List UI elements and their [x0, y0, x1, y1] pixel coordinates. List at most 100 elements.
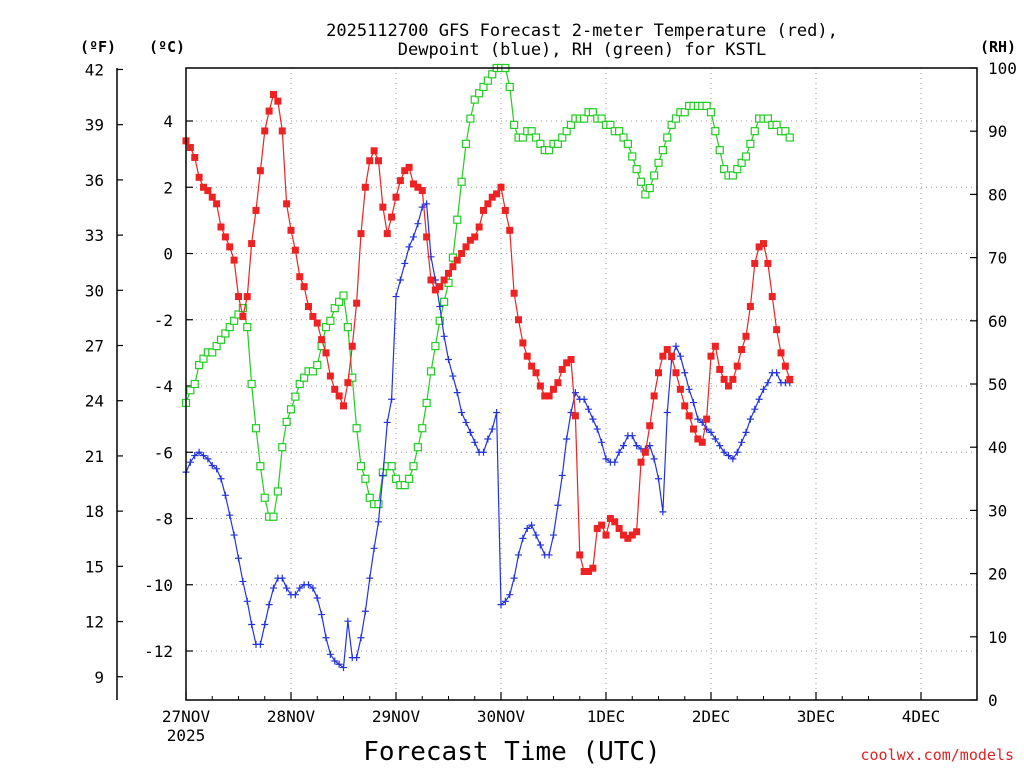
temperature-point	[322, 349, 330, 357]
rh-point	[671, 114, 681, 123]
temperature-point	[589, 564, 597, 572]
dewpoint-point	[598, 438, 606, 446]
dewpoint-point	[550, 531, 557, 539]
temperature-point	[641, 448, 649, 456]
dewpoint-point	[488, 425, 496, 433]
fahrenheit-tick-label: 39	[85, 116, 104, 135]
temperature-point	[401, 167, 409, 175]
dewpoint-point	[291, 591, 299, 599]
dewpoint-point	[484, 435, 492, 443]
rh-point	[650, 171, 659, 180]
rh-tick-label: 100	[988, 59, 1017, 78]
dewpoint-point	[659, 508, 667, 516]
temperature-point	[672, 369, 680, 377]
dewpoint-point	[370, 544, 378, 552]
dewpoint-point	[186, 458, 194, 466]
series-dewpoint	[182, 200, 794, 672]
temperature-point	[646, 422, 654, 430]
dewpoint-point	[532, 531, 540, 539]
rh-point	[365, 493, 374, 502]
dewpoint-point	[545, 551, 553, 559]
temperature-point	[523, 352, 531, 360]
rh-point	[374, 499, 383, 509]
rh-point	[391, 474, 401, 483]
temperature-point	[602, 531, 610, 539]
rh-tick-label: 50	[988, 375, 1007, 394]
rh-point	[728, 171, 737, 180]
dewpoint-point	[558, 471, 566, 479]
rh-point	[737, 158, 746, 167]
x-tick-label: 29NOV	[372, 707, 421, 726]
dewpoint-point	[633, 442, 641, 450]
rh-point	[702, 101, 711, 111]
rh-point	[208, 348, 217, 357]
dewpoint-point	[685, 385, 693, 393]
series-temperature	[182, 91, 794, 575]
rh-point	[750, 127, 759, 136]
dewpoint-point	[523, 524, 531, 532]
temperature-point	[606, 515, 614, 522]
rh-point	[247, 379, 256, 389]
celsius-tick-label: -4	[154, 377, 173, 396]
temperature-point	[532, 369, 540, 377]
temperature-point	[506, 226, 514, 234]
series-layer	[181, 63, 794, 672]
temperature-point	[436, 283, 444, 291]
dewpoint-point	[331, 657, 339, 665]
dewpoint-point	[593, 425, 601, 433]
temperature-point	[287, 226, 295, 234]
rh-point	[256, 462, 265, 471]
temperature-point	[265, 107, 273, 115]
dewpoint-point	[458, 409, 466, 416]
dewpoint-point	[221, 491, 229, 499]
dewpoint-point	[326, 650, 334, 658]
temperature-point	[440, 276, 448, 284]
dewpoint-point	[585, 405, 592, 413]
temperature-point	[361, 183, 369, 191]
temperature-point	[650, 392, 658, 400]
rh-point	[466, 114, 475, 123]
temperature-point	[598, 521, 606, 529]
rh-point	[663, 133, 672, 142]
temperature-point	[707, 352, 715, 360]
dewpoint-point	[506, 591, 514, 599]
rh-unit-label: (RH)	[980, 38, 1016, 56]
dewpoint-point	[414, 220, 422, 228]
temperature-point	[703, 415, 711, 423]
temperature-point	[777, 349, 785, 357]
plot-frame	[185, 67, 978, 701]
dewpoint-point	[309, 584, 317, 592]
dewpoint-point	[344, 617, 352, 625]
x-tick-label: 27NOV	[162, 707, 211, 726]
temperature-point	[480, 206, 487, 214]
dewpoint-point	[690, 399, 697, 407]
temperature-point	[515, 316, 522, 324]
temperature-point	[318, 336, 326, 344]
rh-line	[185, 67, 791, 518]
dewpoint-point	[208, 462, 216, 469]
rh-point	[300, 373, 309, 382]
dewpoint-point	[751, 405, 759, 413]
fahrenheit-tick-label: 15	[85, 557, 104, 576]
dewpoint-point	[366, 574, 374, 582]
rh-point	[667, 120, 676, 129]
dewpoint-point	[755, 395, 763, 403]
fahrenheit-tick-label: 21	[85, 447, 104, 466]
temperature-point	[545, 392, 553, 400]
dewpoint-point	[283, 584, 291, 592]
temperature-point	[746, 303, 754, 310]
temperature-point	[274, 97, 282, 105]
dewpoint-point	[226, 511, 234, 519]
dewpoint-point	[528, 521, 536, 529]
rh-point	[330, 304, 339, 313]
rh-point	[641, 190, 650, 199]
rh-point	[562, 127, 571, 136]
rh-point	[216, 335, 226, 344]
x-tick-label: 28NOV	[267, 707, 316, 726]
dewpoint-point	[707, 428, 715, 436]
dewpoint-point	[278, 574, 286, 582]
temperature-point	[471, 233, 479, 241]
rh-point	[680, 108, 689, 117]
rh-point	[720, 165, 729, 174]
x-tick-label: 2DEC	[692, 707, 731, 726]
